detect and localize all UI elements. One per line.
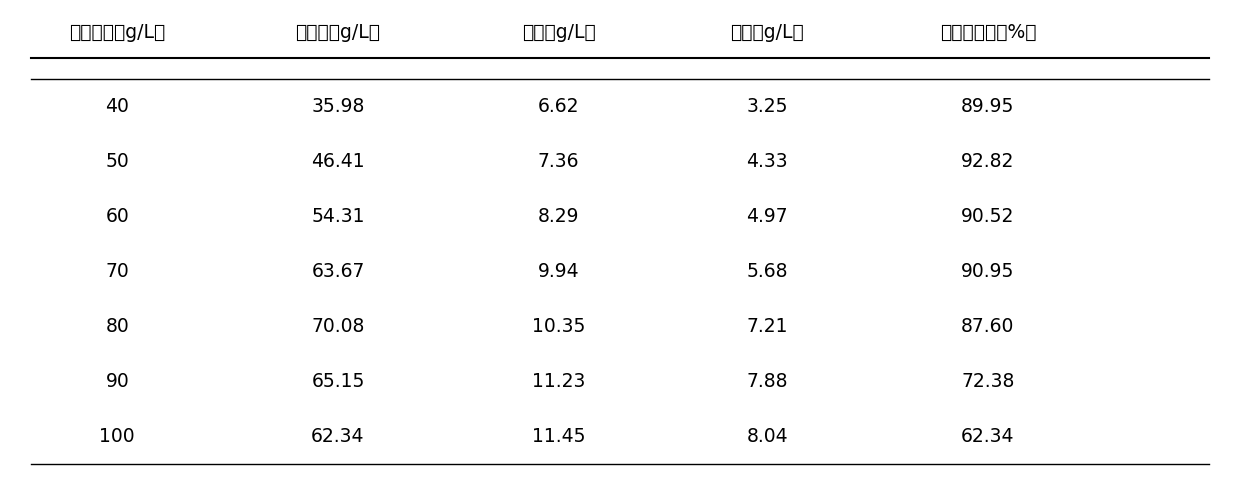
Text: 初始总糖（g/L）: 初始总糖（g/L） bbox=[69, 23, 165, 42]
Text: 40: 40 bbox=[105, 97, 129, 116]
Text: 54.31: 54.31 bbox=[311, 207, 365, 226]
Text: 50: 50 bbox=[105, 152, 129, 171]
Text: 8.04: 8.04 bbox=[746, 427, 787, 446]
Text: 6.62: 6.62 bbox=[538, 97, 579, 116]
Text: 8.29: 8.29 bbox=[538, 207, 579, 226]
Text: 5.68: 5.68 bbox=[746, 262, 787, 281]
Text: 10.35: 10.35 bbox=[532, 317, 585, 336]
Text: 72.38: 72.38 bbox=[961, 372, 1014, 391]
Text: 7.21: 7.21 bbox=[746, 317, 787, 336]
Text: 4.33: 4.33 bbox=[746, 152, 787, 171]
Text: 60: 60 bbox=[105, 207, 129, 226]
Text: 90: 90 bbox=[105, 372, 129, 391]
Text: 89.95: 89.95 bbox=[961, 97, 1014, 116]
Text: 9.94: 9.94 bbox=[538, 262, 579, 281]
Text: 丁二酸产率（%）: 丁二酸产率（%） bbox=[940, 23, 1037, 42]
Text: 46.41: 46.41 bbox=[311, 152, 365, 171]
Text: 65.15: 65.15 bbox=[311, 372, 365, 391]
Text: 62.34: 62.34 bbox=[961, 427, 1014, 446]
Text: 87.60: 87.60 bbox=[961, 317, 1014, 336]
Text: 7.88: 7.88 bbox=[746, 372, 787, 391]
Text: 3.25: 3.25 bbox=[746, 97, 787, 116]
Text: 63.67: 63.67 bbox=[311, 262, 365, 281]
Text: 11.23: 11.23 bbox=[532, 372, 585, 391]
Text: 70.08: 70.08 bbox=[311, 317, 365, 336]
Text: 90.52: 90.52 bbox=[961, 207, 1014, 226]
Text: 35.98: 35.98 bbox=[311, 97, 365, 116]
Text: 100: 100 bbox=[99, 427, 135, 446]
Text: 4.97: 4.97 bbox=[746, 207, 787, 226]
Text: 62.34: 62.34 bbox=[311, 427, 365, 446]
Text: 70: 70 bbox=[105, 262, 129, 281]
Text: 11.45: 11.45 bbox=[532, 427, 585, 446]
Text: 80: 80 bbox=[105, 317, 129, 336]
Text: 7.36: 7.36 bbox=[538, 152, 579, 171]
Text: 90.95: 90.95 bbox=[961, 262, 1014, 281]
Text: 乙醇（g/L）: 乙醇（g/L） bbox=[730, 23, 804, 42]
Text: 丁二酸（g/L）: 丁二酸（g/L） bbox=[295, 23, 381, 42]
Text: 乙酸（g/L）: 乙酸（g/L） bbox=[522, 23, 595, 42]
Text: 92.82: 92.82 bbox=[961, 152, 1014, 171]
